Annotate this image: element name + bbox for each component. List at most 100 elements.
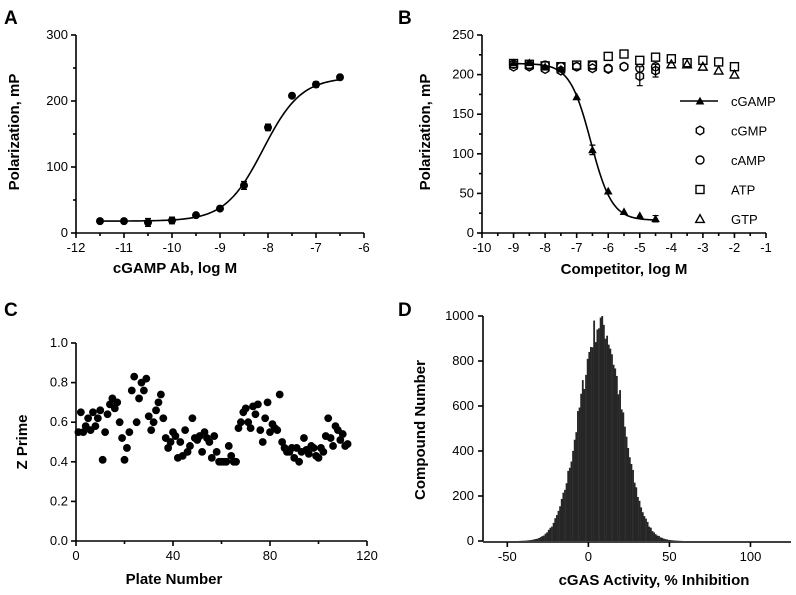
panel-b-atp-point <box>524 59 535 70</box>
panel-d-histogram-bar <box>573 439 576 541</box>
panel-c-data-point <box>324 414 333 423</box>
panel-c-data-point <box>101 428 109 436</box>
panel-c-data-point <box>149 418 158 427</box>
panel-c-xlabel: Plate Number <box>126 571 223 588</box>
panel-a-data-point <box>288 91 296 100</box>
panel-d-histogram-bar <box>664 539 667 541</box>
panel-c-data-point <box>123 444 131 452</box>
panel-d-histogram-bar <box>659 537 662 541</box>
panel-d-histogram-bar <box>554 518 557 541</box>
panel-c-x-tick-label: 80 <box>263 548 277 563</box>
panel-d-histogram-bar <box>589 347 592 541</box>
panel-b-cgamp-point <box>651 214 660 223</box>
panel-d-y-tick-label: 0 <box>467 533 474 548</box>
panel-b: B Competitor, log M Polarization, mP -10… <box>398 8 776 278</box>
panel-b-y-tick-label: 0 <box>467 225 474 240</box>
panel-b-legend-camp-label: cAMP <box>731 153 766 168</box>
panel-c-data-point <box>207 453 216 462</box>
panel-c-data-point <box>140 386 148 395</box>
panel-b-atp-point <box>540 61 550 71</box>
panel-c-data-point <box>241 404 250 413</box>
panel-b-cgmp-point <box>635 71 645 82</box>
panel-b-legend-gtp-label: GTP <box>731 212 758 227</box>
panel-b-x-tick-label: -3 <box>697 240 709 255</box>
panel-d-histogram-bar <box>586 358 589 541</box>
panel-b-legend-cgmp-label: cGMP <box>731 124 767 139</box>
panel-d-histogram-bar <box>672 540 675 541</box>
panel-b-y-tick-label: 50 <box>460 185 474 200</box>
panel-d-histogram-bar <box>533 539 536 541</box>
panel-d-histogram-bar <box>544 533 547 541</box>
panel-a-x-tick-label: -10 <box>163 240 182 255</box>
panel-b-legend-cgamp-label: cGAMP <box>731 94 776 109</box>
panel-label-b: B <box>398 8 412 29</box>
panel-d-histogram-bar <box>578 407 581 541</box>
panel-c: C Plate Number Z Prime 0 40 80 120 0.0 0.2 0.4… <box>4 300 378 588</box>
panel-d-histogram-bar <box>555 515 558 541</box>
panel-b-gtp-point <box>713 64 725 75</box>
panel-d-histogram-bar <box>614 368 617 541</box>
panel-c-data-point <box>125 428 134 436</box>
panel-d-histogram-bar <box>596 329 599 541</box>
panel-d-histogram-bar <box>627 447 630 541</box>
panel-a-y-tick-label: 100 <box>46 159 68 174</box>
panel-d-histogram-bar <box>602 324 605 541</box>
panel-c-data-point <box>159 414 168 423</box>
panel-d-histogram-bar <box>641 512 644 541</box>
panel-d-y-tick-label: 800 <box>452 353 474 368</box>
panel-a-data-point <box>144 218 152 227</box>
panel-d-histogram-bar <box>570 461 573 541</box>
panel-c-data-point <box>205 438 214 446</box>
panel-b-cgmp-error-bar <box>636 66 643 87</box>
panel-c-data-point <box>181 426 190 435</box>
panel-d-histogram-bar <box>669 540 672 541</box>
panel-b-ylabel: Polarization, mP <box>417 74 434 191</box>
panel-d-histogram-bar <box>559 506 562 541</box>
panel-d-histogram-bar <box>638 500 641 541</box>
panel-d-histogram-bar <box>581 380 584 541</box>
panel-d-histogram-bar <box>567 470 570 541</box>
panel-d-histogram-bar <box>653 532 656 541</box>
panel-d-histogram-bar <box>622 412 625 541</box>
panel-d-histogram-bar <box>630 463 633 541</box>
panel-b-atp-point <box>556 61 566 72</box>
panel-a-x-tick-label: -12 <box>67 240 86 255</box>
panel-d-histogram-bar <box>552 522 555 541</box>
panel-a-x-tick-label: -7 <box>310 240 322 255</box>
panel-d-histogram-bar <box>531 539 534 541</box>
panel-b-x-tick-label: -2 <box>729 240 741 255</box>
panel-d-histogram-bar <box>598 328 600 541</box>
panel-b-cgamp-point <box>572 92 581 101</box>
panel-b-atp-point <box>587 60 598 70</box>
panel-c-data-point <box>198 448 207 456</box>
panel-b-atp-point <box>650 52 661 62</box>
panel-d-x-tick-label: 100 <box>740 549 762 564</box>
panel-b-cgamp-point <box>619 207 629 216</box>
panel-c-data-point <box>222 457 231 466</box>
panel-d-histogram-bar <box>601 316 604 541</box>
panel-c-data-point <box>200 428 209 436</box>
panel-d-histogram-bar <box>619 390 621 541</box>
panel-b-cgamp-point <box>635 211 645 220</box>
panel-d-histogram-bar <box>651 531 654 541</box>
panel-b-atp-point <box>603 51 613 62</box>
panel-d-histogram-bar <box>658 535 660 541</box>
panel-d-histogram-bar <box>624 426 626 541</box>
panel-c-y-tick-label: 0.0 <box>50 533 68 548</box>
panel-c-x-tick-label: 120 <box>356 548 378 563</box>
panel-d-histogram-bar <box>564 489 566 541</box>
panel-d-histogram-bar <box>633 482 636 541</box>
panel-c-data-point <box>278 438 287 446</box>
panel-c-data-point <box>261 414 270 423</box>
panel-a: A cGAMP Ab, log M Polarization, mP -12 -1… <box>4 8 370 277</box>
panel-d-histogram-bar <box>577 411 579 541</box>
panel-a-x-tick-label: -11 <box>115 240 133 255</box>
panel-c-data-point <box>96 406 105 415</box>
panel-c-data-point <box>156 390 165 399</box>
panel-d-histogram-bar <box>546 532 549 541</box>
panel-d-histogram-bar <box>530 540 532 541</box>
panel-c-data-point <box>210 432 219 440</box>
panel-c-y-tick-label: 0.6 <box>50 414 68 429</box>
panel-a-x-tick-label: -6 <box>358 240 370 255</box>
